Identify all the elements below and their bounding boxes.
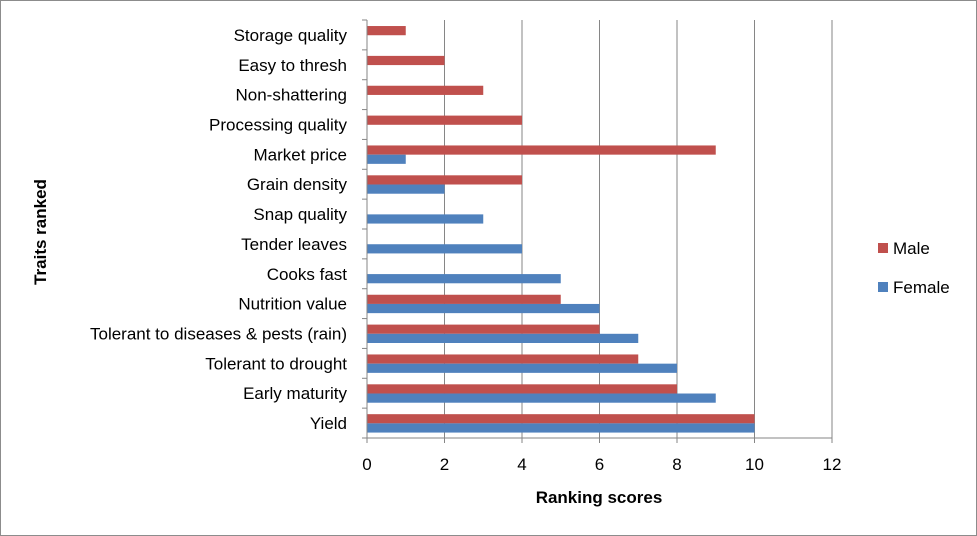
y-tick-label: Tolerant to diseases & pests (rain) [90,325,347,344]
y-tick-label: Grain density [247,175,348,194]
y-tick-label: Yield [310,414,347,433]
x-tick-label: 2 [440,455,449,474]
bar-male [367,26,406,36]
bar-male [367,145,716,155]
x-tick-label: 0 [362,455,371,474]
bar-male [367,384,677,394]
x-tick-label: 4 [517,455,526,474]
y-axis-title: Traits ranked [31,179,50,285]
bars [367,26,755,433]
bar-male [367,55,445,66]
gridlines [444,20,833,438]
y-tick-label: Non-shattering [235,86,347,105]
x-tick-label: 10 [745,455,764,474]
y-tick-label: Snap quality [253,205,347,224]
y-tick-label: Cooks fast [267,265,348,284]
bar-male [367,115,522,125]
legend-swatch-female [878,282,888,292]
y-tick-label: Storage quality [234,26,348,45]
bar-male [367,354,639,364]
legend-label-male: Male [893,239,930,258]
tick-labels: 0 2 4 6 8 10 12 Storage quality Easy to thresh No… [90,26,841,474]
y-tick-label: Tolerant to drought [205,354,347,373]
y-tick-label: Easy to thresh [238,56,347,75]
legend-swatch-male [878,243,888,253]
bar-male [367,175,522,185]
y-tick-label: Tender leaves [241,235,347,254]
bar-female [367,184,445,194]
bar-male [367,324,600,334]
y-tick-label: Nutrition value [238,295,347,314]
bar-female [367,154,406,164]
x-tick-label: 8 [672,455,681,474]
bar-male [367,414,755,424]
x-tick-label: 6 [595,455,604,474]
y-tick-label: Early maturity [243,384,347,403]
y-tick-label: Processing quality [209,116,347,135]
y-tick-label: Market price [253,145,347,164]
legend: Male Female [878,239,950,297]
bar-male [367,294,561,304]
bar-female [367,274,561,284]
axes [362,19,833,443]
bar-female [367,244,522,254]
bar-female [367,214,484,224]
bar-female [367,333,639,343]
bar-female [367,303,600,314]
bar-female [367,423,755,433]
bar-female [367,363,677,373]
bar-male [367,85,484,95]
x-tick-label: 12 [823,455,842,474]
x-axis-title: Ranking scores [536,488,663,507]
bar-female [367,393,716,403]
legend-label-female: Female [893,278,950,297]
